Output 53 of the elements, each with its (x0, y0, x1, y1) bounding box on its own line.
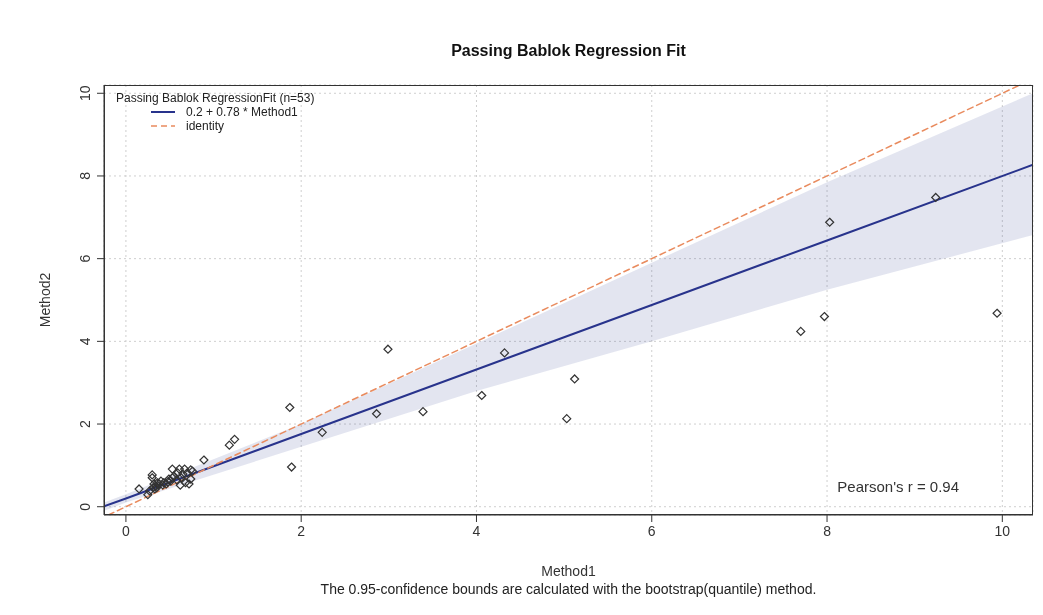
text: The 0.95-confidence bounds are calculated with the bootstrap(quantile) method. (319, 581, 818, 597)
point (992, 308, 1002, 318)
point (180, 464, 190, 474)
y-tick-label: 2 (77, 419, 93, 428)
point (562, 414, 572, 424)
x-tick-label: 10 (994, 522, 1011, 539)
point (199, 455, 209, 465)
y-tick-label: 0 (77, 502, 93, 511)
point (182, 468, 192, 478)
point (186, 474, 196, 484)
line-series (104, 163, 1033, 508)
chart-title: Passing Bablok Regression Fit (450, 42, 687, 60)
point (143, 490, 153, 500)
point (383, 344, 393, 354)
x-tick-label: 8 (823, 522, 832, 539)
point (477, 390, 487, 401)
point (285, 402, 295, 413)
legend-title: Passing Bablok RegressionFit (n=53) (116, 91, 315, 105)
y-tick-label: 4 (77, 337, 93, 346)
point (499, 348, 510, 358)
x-axis-title: Method1 (540, 563, 597, 579)
legend-label: 0.2 + 0.78 * Method1 (186, 105, 298, 119)
annotation: Pearson's r = 0.94 (837, 478, 959, 495)
point (167, 464, 177, 474)
y-axis-title: Method2 (37, 272, 53, 328)
point (570, 374, 580, 384)
point (371, 409, 382, 419)
y-tick-label: 6 (77, 254, 93, 263)
point (184, 479, 194, 489)
point (178, 469, 188, 479)
point (796, 326, 806, 337)
point (825, 217, 835, 227)
point (229, 434, 240, 444)
point (176, 473, 186, 483)
point (134, 484, 144, 494)
point (172, 475, 182, 485)
point (144, 486, 155, 496)
x-tick-label: 4 (472, 522, 481, 539)
point (175, 480, 185, 490)
point (931, 192, 941, 203)
x-tick-label: 2 (297, 522, 306, 539)
point (174, 464, 184, 474)
point (819, 311, 830, 322)
y-tick-label: 8 (77, 171, 93, 180)
point (418, 407, 428, 417)
x-tick-label: 0 (122, 522, 131, 539)
x-tick-label: 6 (647, 522, 656, 539)
point (224, 440, 234, 450)
point (180, 478, 191, 488)
y-tick-label: 10 (77, 85, 93, 102)
point (317, 427, 327, 437)
point (286, 462, 297, 472)
legend-label: identity (186, 119, 225, 133)
